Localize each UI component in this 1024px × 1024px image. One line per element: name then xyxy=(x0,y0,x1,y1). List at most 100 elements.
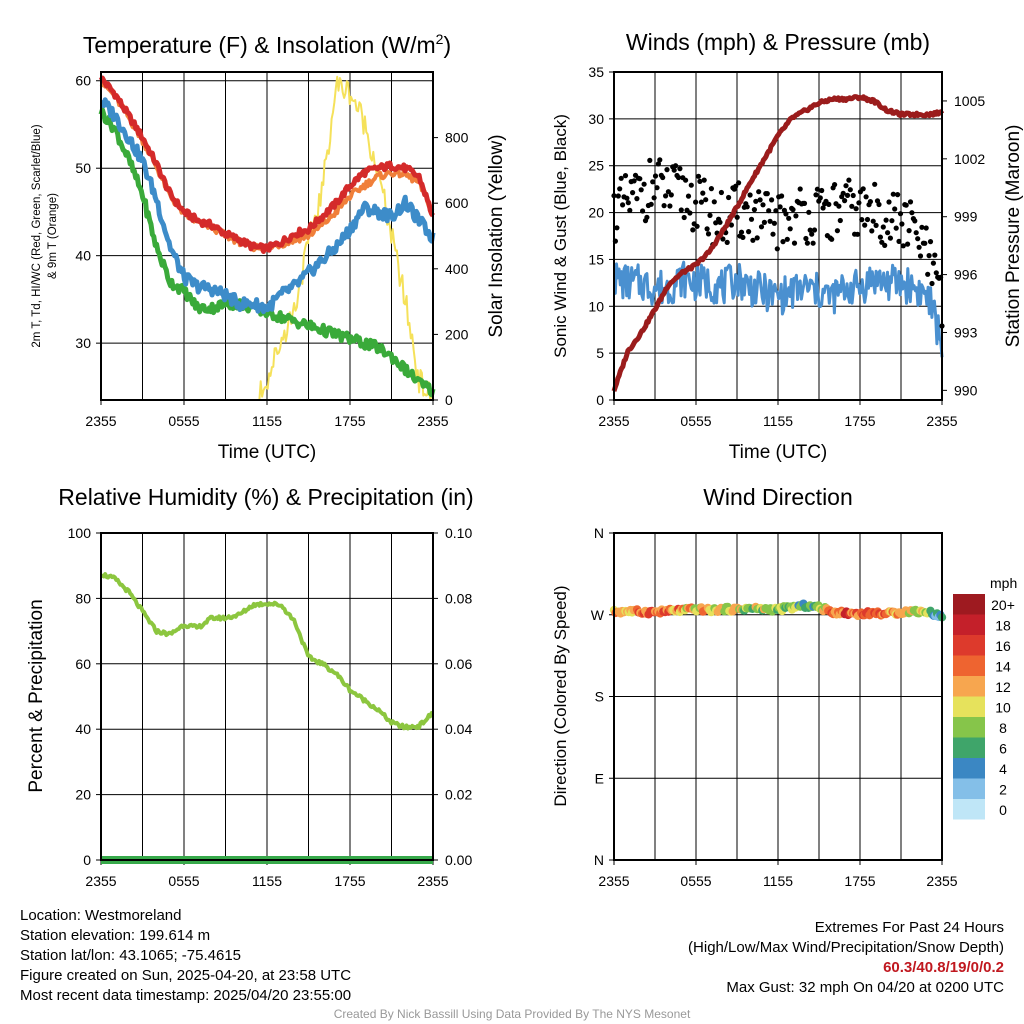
gust-point xyxy=(751,207,758,213)
gust-point xyxy=(657,157,663,163)
y-axis-label: Direction (Colored By Speed) xyxy=(551,585,570,806)
y-tick-label: 10 xyxy=(588,298,604,314)
x-tick-label: 1755 xyxy=(844,873,875,889)
colorbar-label: 6 xyxy=(999,741,1007,757)
y2-tick-label: 0.00 xyxy=(445,852,472,868)
gust-point xyxy=(880,224,886,230)
gust-point xyxy=(885,230,891,236)
x-tick-label: 0555 xyxy=(680,873,711,889)
gust-point xyxy=(687,210,693,216)
y-tick-label: 40 xyxy=(75,721,91,737)
gust-point xyxy=(724,239,730,245)
series-points-direction xyxy=(609,599,947,622)
colorbar-swatch xyxy=(953,635,985,656)
series-points-gust xyxy=(611,157,945,329)
gust-point xyxy=(919,224,925,230)
gust-point xyxy=(717,219,723,225)
y2-tick-label: 990 xyxy=(954,382,978,398)
y2-tick-label: 0.04 xyxy=(445,721,472,737)
gust-point xyxy=(718,189,725,196)
gust-point xyxy=(663,193,669,199)
chart-title-main: Temperature (F) & Insolation (W/m xyxy=(83,32,436,58)
gust-point xyxy=(913,230,919,236)
credit-text: Created By Nick Bassill Using Data Provi… xyxy=(333,1007,691,1021)
colorbar-label: 10 xyxy=(995,700,1011,716)
gust-point xyxy=(797,186,803,192)
y2-axis-label: Station Pressure (Maroon) xyxy=(1003,125,1024,348)
gust-point xyxy=(675,174,682,181)
colorbar-swatch xyxy=(953,778,985,799)
gust-point xyxy=(814,186,821,192)
y-tick-label: 100 xyxy=(68,525,92,541)
gust-point xyxy=(671,167,677,173)
gust-point xyxy=(703,197,709,203)
colorbar-label: 2 xyxy=(999,782,1007,798)
gust-point xyxy=(767,218,773,224)
colorbar-swatch xyxy=(953,758,985,779)
gust-point xyxy=(820,205,826,211)
x-tick-label: 1155 xyxy=(763,873,793,889)
y-tick-label: N xyxy=(594,525,604,541)
gust-point xyxy=(930,260,937,266)
gust-point xyxy=(906,228,912,234)
gust-point xyxy=(634,196,640,202)
extremes-title: Extremes For Past 24 Hours xyxy=(814,919,1004,936)
x-tick-label: 0555 xyxy=(680,413,711,429)
gust-point xyxy=(711,199,717,205)
panel-4: N W S E N 2355 0555 1155 1755 2355 Wind Direction D… xyxy=(551,484,1017,889)
location-text: Location: Westmoreland xyxy=(20,907,182,924)
gust-point xyxy=(770,231,776,237)
gust-point xyxy=(753,198,759,204)
series-line-td xyxy=(98,107,436,398)
gust-point xyxy=(750,237,756,243)
gust-point xyxy=(758,224,765,230)
gust-point xyxy=(693,199,699,205)
gust-point xyxy=(661,203,667,209)
x-tick-label: 1755 xyxy=(844,413,875,429)
elevation-text: Station elevation: 199.614 m xyxy=(20,927,211,944)
gust-point xyxy=(744,204,750,210)
gust-point xyxy=(760,202,766,208)
y-tick-label: 20 xyxy=(588,205,604,221)
gust-point xyxy=(704,226,710,232)
y2-tick-label: 996 xyxy=(954,267,978,283)
y-tick-label: 15 xyxy=(588,251,604,267)
gust-point xyxy=(780,239,786,245)
colorbar-swatch xyxy=(953,799,985,820)
extremes-subtitle: (High/Low/Max Wind/Precipitation/Snow De… xyxy=(688,939,1004,956)
gust-point xyxy=(773,208,779,214)
y-axis-label-line2: & 9m T (Orange) xyxy=(47,193,59,279)
gust-point xyxy=(859,217,865,223)
chart-title: Temperature (F) & Insolation (W/m2) xyxy=(83,31,451,58)
gust-point xyxy=(882,242,888,248)
gust-point xyxy=(677,166,683,172)
chart-title: Relative Humidity (%) & Precipitation (i… xyxy=(58,484,473,510)
x-tick-label: 2355 xyxy=(85,413,116,429)
gust-point xyxy=(734,214,740,220)
gust-point xyxy=(748,216,755,222)
y-axis-label: Percent & Precipitation xyxy=(26,599,47,792)
x-tick-label: 2355 xyxy=(598,873,629,889)
colorbar-swatch xyxy=(953,614,985,635)
gust-point xyxy=(784,236,790,242)
gust-point xyxy=(922,240,928,246)
gust-point xyxy=(783,211,789,217)
colorbar-unit: mph xyxy=(990,575,1017,591)
x-axis-label: Time (UTC) xyxy=(729,442,828,463)
gust-point xyxy=(843,183,849,189)
colorbar-swatch xyxy=(953,676,985,697)
y-tick-label: S xyxy=(595,689,604,705)
gust-point xyxy=(620,202,626,208)
y2-axis-label: Solar Insolation (Yellow) xyxy=(486,134,507,337)
gust-point xyxy=(786,215,792,221)
plot-border xyxy=(613,71,943,401)
gust-point xyxy=(667,203,673,209)
y2-tick-label: 400 xyxy=(445,261,469,277)
gust-point xyxy=(876,201,882,208)
gust-point xyxy=(766,208,772,214)
gust-point xyxy=(664,167,670,173)
gust-point xyxy=(690,227,696,233)
gust-point xyxy=(917,253,924,259)
gust-point xyxy=(617,186,623,192)
gust-point xyxy=(873,222,879,228)
